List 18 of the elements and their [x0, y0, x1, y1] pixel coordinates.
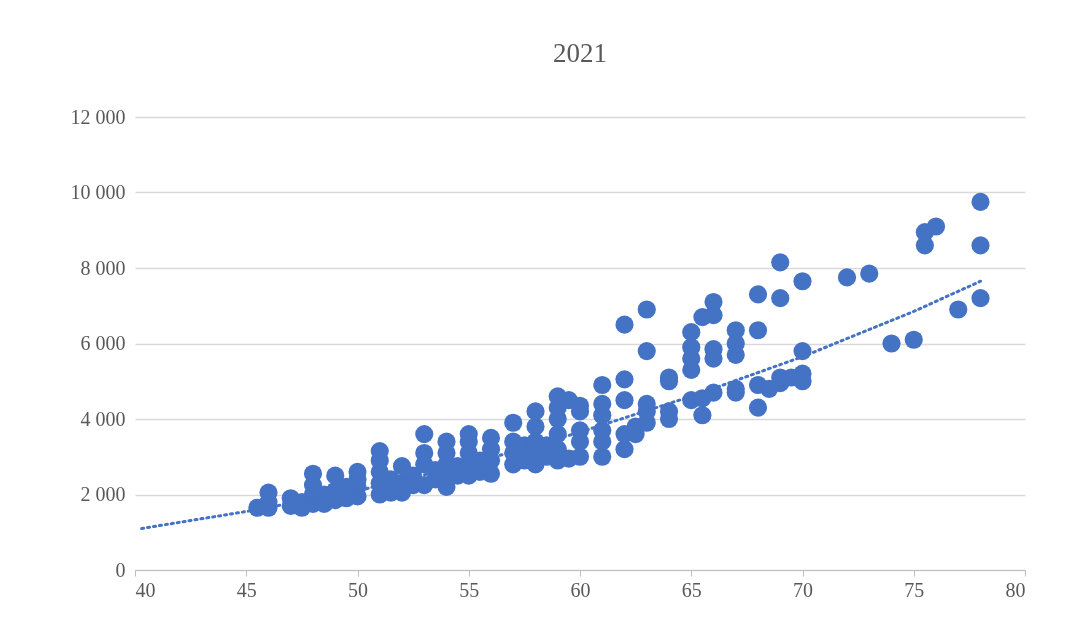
x-tick-label: 55: [459, 578, 480, 601]
y-tick-label: 4 000: [80, 407, 126, 430]
x-tick-label: 50: [348, 578, 368, 601]
x-tick-label: 80: [1005, 578, 1026, 601]
y-tick-label: 6 000: [80, 332, 126, 354]
x-tick-label: 70: [793, 578, 813, 601]
x-tick-label: 75: [904, 578, 925, 601]
y-tick-label: 10 000: [70, 181, 126, 203]
y-tick-label: 8 000: [80, 256, 126, 279]
x-tick-label: 40: [135, 578, 156, 601]
y-tick-label: 12 000: [70, 105, 126, 128]
x-tick-label: 65: [681, 578, 702, 601]
chart-title: 2021: [552, 38, 608, 69]
x-tick-label: 60: [570, 578, 591, 601]
x-tick-label: 45: [236, 578, 257, 601]
line-series: [140, 279, 982, 530]
y-tick-label: 2 000: [80, 483, 126, 505]
y-tick-label: 0: [115, 558, 126, 581]
